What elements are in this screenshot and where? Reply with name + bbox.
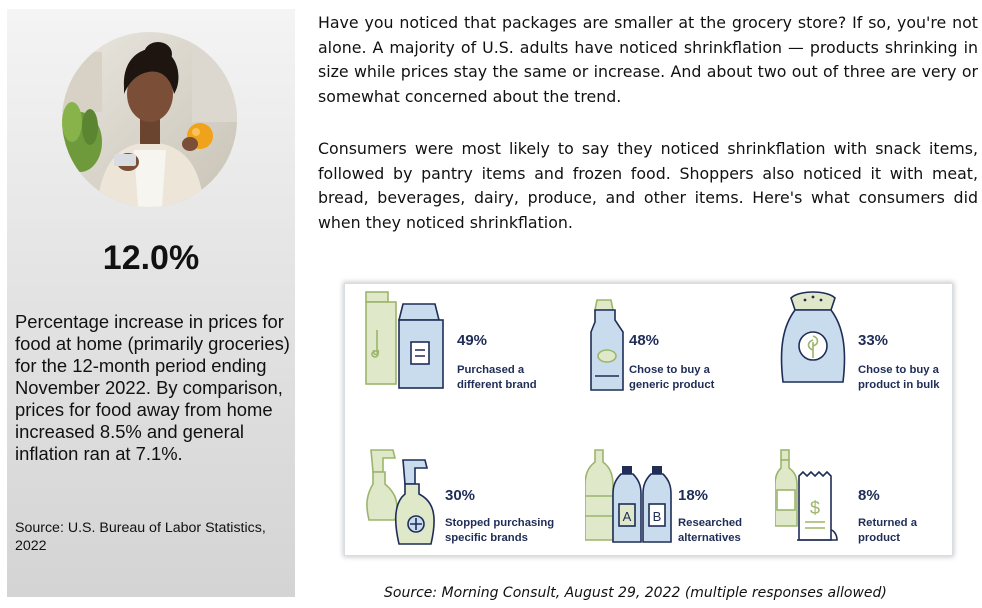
sidebar-panel: 12.0% Percentage increase in prices for … (7, 9, 295, 597)
price-increase-stat: 12.0% (102, 239, 200, 277)
label-purchased-different-brand: Purchased a different brand (457, 364, 537, 391)
label-returned-product: Returned a product (858, 517, 918, 544)
shrinkflation-infographic: 49% Purchased a different brand 48% Chos… (345, 284, 952, 555)
label-researched-alternatives: Researched alternatives (678, 517, 743, 544)
stat-description: Percentage increase in prices for food a… (15, 311, 290, 464)
sidebar-source: Source: U.S. Bureau of Labor Statistics,… (15, 520, 266, 554)
percent-researched-alternatives: 18% (678, 487, 709, 504)
label-generic-product: Chose to buy a generic product (629, 364, 715, 391)
label-stopped-purchasing: Stopped purchasing specific brands (445, 517, 555, 544)
percent-returned-product: 8% (858, 487, 880, 504)
percent-stopped-purchasing: 30% (445, 487, 476, 504)
label-bulk-product: Chose to buy a product in bulk (858, 364, 940, 391)
receipt-dollar-sign: $ (810, 498, 820, 518)
article-paragraph-2: Consumers were most likely to say they n… (318, 139, 978, 232)
receipt-bottle-icon: $ (774, 448, 855, 552)
bottles-ab-icon: A B (584, 446, 677, 550)
spray-bottle-icon (365, 444, 445, 552)
percent-bulk-product: 33% (858, 332, 889, 349)
cleaning-bottle-icon (587, 298, 627, 398)
bottle-letter-a: A (623, 509, 632, 524)
infographic-source-caption: Source: Morning Consult, August 29, 2022… (384, 585, 887, 601)
percent-generic-product: 48% (629, 332, 660, 349)
article-paragraph-1: Have you noticed that packages are small… (318, 13, 978, 106)
bottle-letter-b: B (653, 509, 662, 524)
milk-carton-icon (363, 290, 448, 399)
shopper-photo (62, 32, 237, 207)
percent-purchased-different-brand: 49% (457, 332, 488, 349)
bulk-sack-icon (777, 288, 849, 396)
